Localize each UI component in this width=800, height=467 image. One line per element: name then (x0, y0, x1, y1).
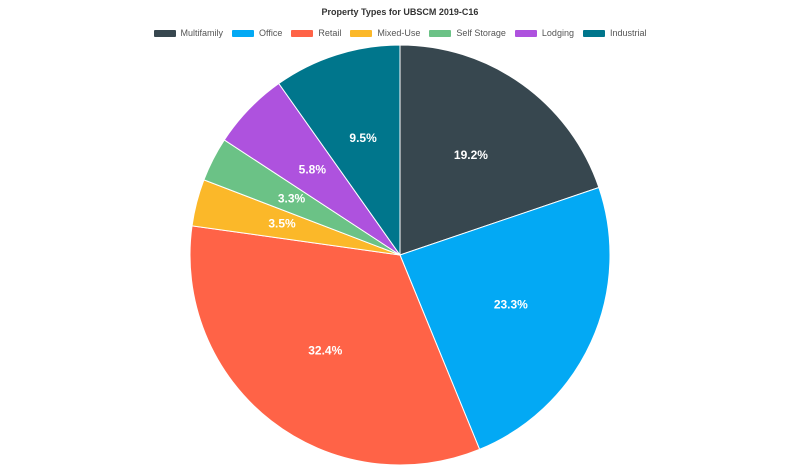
chart-legend: Multifamily Office Retail Mixed-Use Self… (0, 28, 800, 38)
legend-item-multifamily[interactable]: Multifamily (153, 28, 224, 38)
legend-swatch-office (232, 29, 255, 37)
legend-label-office: Office (259, 28, 283, 38)
legend-item-lodging[interactable]: Lodging (514, 28, 574, 38)
pie-slice-multifamily[interactable] (399, 44, 600, 256)
slice-label-lodging: 5.8% (299, 163, 327, 177)
legend-swatch-self-storage (429, 29, 452, 37)
legend-item-self-storage[interactable]: Self Storage (429, 28, 506, 38)
pie-slice-retail[interactable] (189, 225, 481, 466)
legend-item-industrial[interactable]: Industrial (582, 28, 647, 38)
slice-label-office: 23.3% (494, 298, 528, 312)
legend-label-industrial: Industrial (609, 28, 647, 38)
legend-label-multifamily: Multifamily (180, 28, 224, 38)
legend-item-retail[interactable]: Retail (291, 28, 341, 38)
legend-item-mixed-use[interactable]: Mixed-Use (350, 28, 420, 38)
legend-label-lodging: Lodging (541, 28, 574, 38)
legend-label-self-storage: Self Storage (456, 28, 506, 38)
pie-slice-office[interactable] (399, 186, 611, 450)
legend-item-office[interactable]: Office (232, 28, 282, 38)
slice-label-mixed-use: 3.5% (268, 217, 296, 231)
legend-swatch-retail (291, 29, 314, 37)
pie-slice-industrial[interactable] (278, 44, 401, 257)
legend-swatch-industrial (582, 29, 605, 37)
slice-label-retail: 32.4% (308, 343, 342, 357)
slice-label-multifamily: 19.2% (454, 148, 488, 162)
slice-label-self-storage: 3.3% (278, 192, 306, 206)
legend-label-retail: Retail (318, 28, 342, 38)
legend-label-mixed-use: Mixed-Use (377, 28, 421, 38)
chart-title: Property Types for UBSCM 2019-C16 (321, 7, 479, 17)
slice-label-industrial: 9.5% (349, 131, 377, 145)
legend-swatch-multifamily (153, 29, 176, 37)
legend-swatch-lodging (514, 29, 537, 37)
legend-swatch-mixed-use (350, 29, 373, 37)
